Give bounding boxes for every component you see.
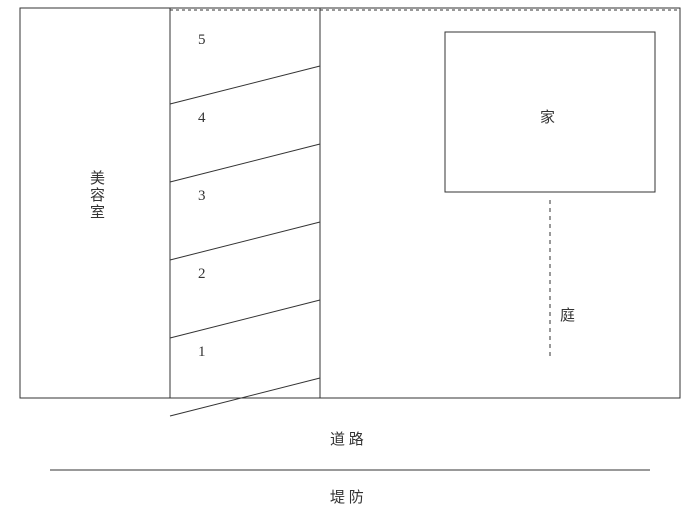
- parking-slot-number: 2: [198, 266, 206, 283]
- road-label: 道 路: [330, 428, 364, 449]
- parking-slot-number: 4: [198, 110, 206, 127]
- house-label: 家: [540, 106, 555, 127]
- parking-slot-number: 1: [198, 344, 206, 361]
- garden-label: 庭: [560, 304, 575, 325]
- parking-slot-number: 5: [198, 32, 206, 49]
- salon-label: 美容室: [86, 170, 107, 221]
- parking-slot-number: 3: [198, 188, 206, 205]
- embankment-label: 堤 防: [330, 486, 364, 507]
